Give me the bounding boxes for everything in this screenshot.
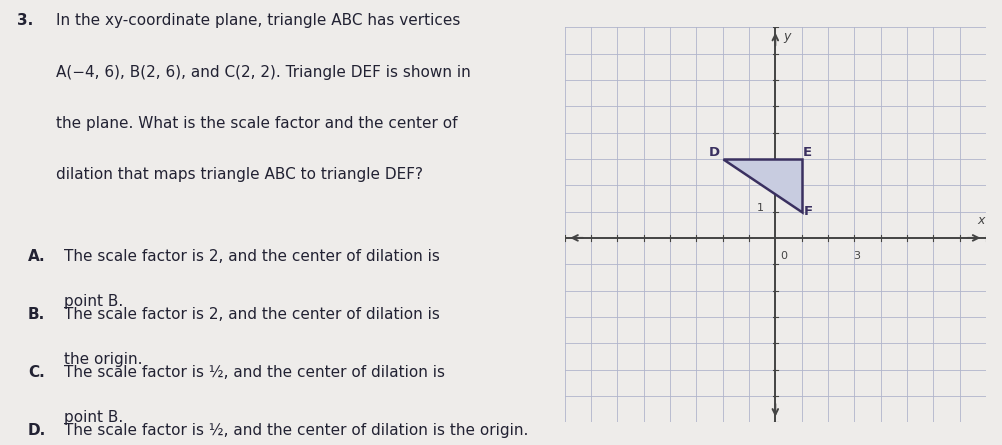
Text: 3.: 3. [17, 13, 33, 28]
Text: The scale factor is ½, and the center of dilation is: The scale factor is ½, and the center of… [64, 365, 445, 380]
Text: The scale factor is 2, and the center of dilation is: The scale factor is 2, and the center of… [64, 307, 440, 322]
Text: A.: A. [28, 249, 45, 264]
Text: point B.: point B. [64, 410, 123, 425]
Text: D.: D. [28, 423, 46, 438]
Text: 3: 3 [853, 251, 860, 261]
Text: The scale factor is ½, and the center of dilation is the origin.: The scale factor is ½, and the center of… [64, 423, 528, 438]
Text: A(−4, 6), B(2, 6), and C(2, 2). Triangle DEF is shown in: A(−4, 6), B(2, 6), and C(2, 2). Triangle… [56, 65, 470, 80]
Text: dilation that maps triangle ABC to triangle DEF?: dilation that maps triangle ABC to trian… [56, 167, 422, 182]
Text: y: y [783, 30, 790, 43]
Text: E: E [802, 146, 811, 159]
Text: point B.: point B. [64, 294, 123, 309]
Text: B.: B. [28, 307, 45, 322]
Text: the origin.: the origin. [64, 352, 142, 367]
Text: the plane. What is the scale factor and the center of: the plane. What is the scale factor and … [56, 116, 457, 131]
Text: x: x [976, 214, 984, 227]
Polygon shape [721, 159, 801, 211]
Text: The scale factor is 2, and the center of dilation is: The scale factor is 2, and the center of… [64, 249, 440, 264]
Text: F: F [803, 205, 812, 218]
Text: D: D [708, 146, 719, 159]
Text: 1: 1 [756, 202, 763, 213]
Text: C.: C. [28, 365, 44, 380]
Text: 0: 0 [780, 251, 787, 261]
Text: In the xy-coordinate plane, triangle ABC has vertices: In the xy-coordinate plane, triangle ABC… [56, 13, 460, 28]
